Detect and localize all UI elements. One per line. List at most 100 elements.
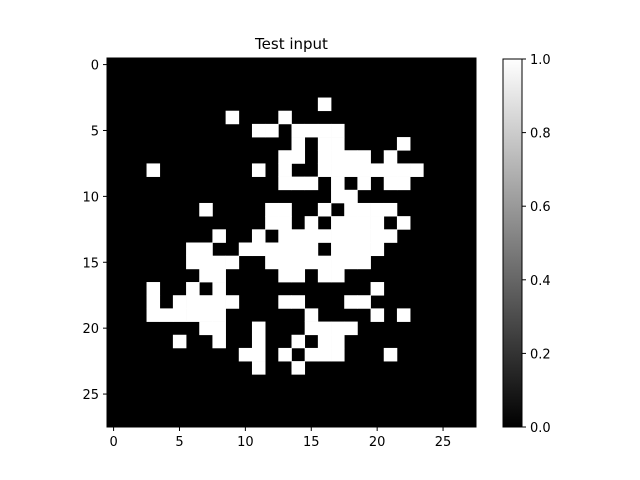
y-tick-label: 5	[91, 124, 99, 139]
heatmap-cell	[186, 282, 200, 296]
heatmap-cell	[344, 242, 358, 257]
heatmap-cell	[304, 308, 319, 322]
x-tick-label: 15	[303, 435, 320, 450]
heatmap-cell	[331, 229, 345, 243]
chart-title: Test input	[254, 35, 328, 53]
heatmap-cell	[344, 216, 358, 230]
heatmap-cell	[265, 255, 279, 270]
heatmap-cell	[357, 295, 371, 309]
heatmap-cell	[291, 255, 306, 270]
heatmap-cell	[278, 150, 292, 164]
heatmap-cell	[146, 163, 161, 177]
heatmap-cell	[317, 202, 332, 217]
heatmap-cell	[172, 334, 187, 349]
heatmap-cell	[278, 202, 292, 217]
heatmap-cell	[317, 255, 332, 270]
heatmap-cell	[291, 229, 306, 243]
heatmap-cell	[291, 176, 306, 191]
heatmap-cell	[331, 321, 345, 336]
heatmap-cell	[278, 216, 292, 230]
heatmap-cell	[357, 176, 371, 191]
heatmap-cell	[159, 308, 174, 322]
heatmap-axes: 0 5 10 15 20 25 0 5 10 15 20 25	[82, 57, 477, 450]
heatmap-cell	[251, 334, 266, 349]
heatmap-cell	[199, 268, 213, 283]
heatmap-cell	[331, 242, 345, 257]
heatmap-cell	[212, 334, 226, 349]
heatmap-cell	[357, 150, 371, 164]
heatmap-cell	[344, 255, 358, 270]
heatmap-cell	[304, 347, 319, 362]
heatmap-cell	[186, 242, 200, 257]
heatmap-cell	[278, 163, 292, 177]
y-tick-label: 20	[82, 322, 99, 337]
heatmap-cell	[357, 163, 371, 177]
colorbar-tick-label: 0.4	[530, 274, 551, 289]
heatmap-cell	[331, 123, 345, 138]
heatmap-cell	[370, 216, 385, 230]
heatmap-cell	[344, 321, 358, 336]
heatmap-cell	[357, 242, 371, 257]
heatmap-cell	[317, 268, 332, 283]
heatmap-cell	[265, 216, 279, 230]
heatmap-cell	[291, 334, 306, 349]
heatmap-cell	[396, 163, 411, 177]
heatmap-cell	[212, 229, 226, 243]
heatmap-cell	[291, 295, 306, 309]
heatmap-cell	[370, 242, 385, 257]
heatmap-cell	[331, 163, 345, 177]
heatmap-cell	[344, 189, 358, 204]
heatmap-cell	[199, 295, 213, 309]
heatmap-cell	[317, 334, 332, 349]
y-tick-label: 15	[82, 256, 99, 271]
heatmap-cell	[278, 255, 292, 270]
heatmap-cell	[212, 282, 226, 296]
heatmap-cell	[370, 308, 385, 322]
heatmap-cell	[265, 202, 279, 217]
heatmap-cell	[291, 268, 306, 283]
heatmap-cell	[383, 347, 398, 362]
heatmap-cell	[291, 242, 306, 257]
heatmap-cell	[317, 347, 332, 362]
colorbar-tick-label: 0.8	[530, 127, 551, 142]
y-tick-label: 10	[82, 190, 99, 205]
heatmap-cell	[344, 202, 358, 217]
heatmap-cell	[331, 268, 345, 283]
heatmap-cell	[212, 255, 226, 270]
heatmap-cell	[265, 123, 279, 138]
heatmap-cell	[304, 229, 319, 243]
heatmap-cell	[396, 176, 411, 191]
y-tick-label: 0	[91, 59, 99, 74]
heatmap-image	[107, 58, 476, 427]
heatmap-cell	[370, 163, 385, 177]
heatmap-cell	[304, 321, 319, 336]
heatmap-cell	[146, 295, 161, 309]
heatmap-cell	[357, 229, 371, 243]
heatmap-cell	[186, 255, 200, 270]
heatmap-cell	[212, 268, 226, 283]
heatmap-cell	[251, 229, 266, 243]
heatmap-cell	[370, 282, 385, 296]
colorbar-tick-label: 1.0	[530, 53, 551, 68]
heatmap-cell	[212, 295, 226, 309]
heatmap-cell	[238, 242, 253, 257]
heatmap-cell	[199, 321, 213, 336]
heatmap-cell	[331, 189, 345, 204]
x-tick-label: 10	[237, 435, 254, 450]
heatmap-cell	[304, 255, 319, 270]
heatmap-cell	[278, 110, 292, 125]
heatmap-cell	[251, 163, 266, 177]
x-tick-label: 20	[369, 435, 386, 450]
heatmap-cell	[199, 255, 213, 270]
colorbar-tick-label: 0.6	[530, 200, 551, 215]
heatmap-cell	[291, 150, 306, 164]
heatmap-cell	[357, 255, 371, 270]
heatmap-cell	[331, 255, 345, 270]
x-tick-label: 25	[435, 435, 452, 450]
heatmap-cell	[357, 202, 371, 217]
heatmap-cell	[186, 308, 200, 322]
heatmap-cell	[396, 137, 411, 151]
heatmap-cell	[317, 150, 332, 164]
heatmap-cell	[291, 137, 306, 151]
heatmap-cell	[331, 347, 345, 362]
